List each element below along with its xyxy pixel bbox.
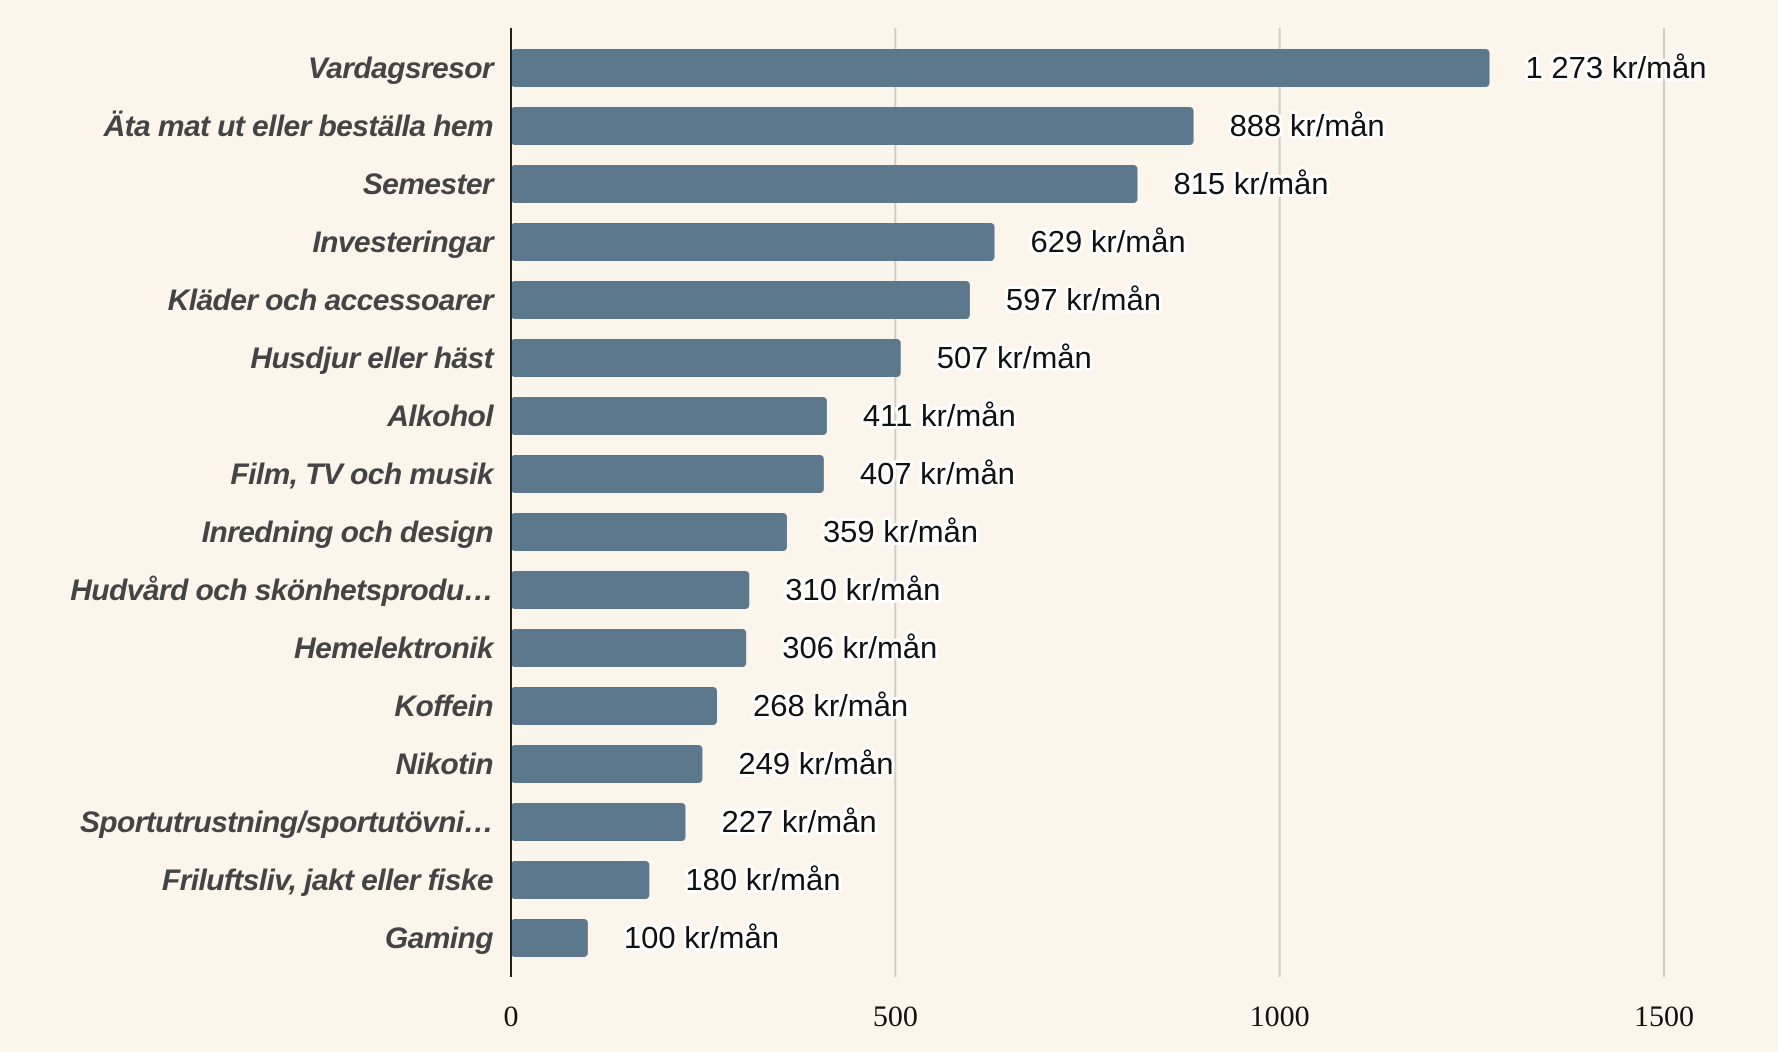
category-label: Inredning och design [202,516,494,549]
category-label: Koffein [394,690,493,723]
data-label: 268 kr/mån [753,688,908,723]
data-label: 227 kr/mån [721,804,876,839]
category-label: Kläder och accessoarer [168,284,496,317]
bar [511,397,827,435]
bar [511,861,650,899]
data-label: 815 kr/mån [1173,166,1328,201]
bar [511,571,750,609]
category-label: Gaming [385,922,493,955]
bar [511,107,1194,145]
bar [511,339,901,377]
bar [511,745,703,783]
category-label: Film, TV och musik [230,458,494,491]
data-label: 888 kr/mån [1230,108,1385,143]
bar [511,513,787,551]
category-label: Hudvård och skönhetsprodu… [70,574,493,607]
data-label: 411 kr/mån [863,398,1016,433]
data-label: 407 kr/mån [860,456,1015,491]
bar [511,687,718,725]
category-label: Hemelektronik [294,632,495,665]
data-label: 359 kr/mån [823,514,978,549]
x-tick-label: 1000 [1250,1000,1310,1033]
data-label: 507 kr/mån [937,340,1092,375]
bar [511,455,824,493]
x-tick-label: 500 [873,1000,918,1033]
category-label: Investeringar [312,226,496,259]
x-tick-label: 1500 [1634,1000,1694,1033]
bar [511,165,1138,203]
category-label: Nikotin [396,748,494,781]
data-label: 629 kr/mån [1030,224,1185,259]
category-label: Friluftsliv, jakt eller fiske [162,864,493,897]
category-label: Vardagsresor [308,52,496,85]
data-label: 306 kr/mån [782,630,937,665]
category-label: Äta mat ut eller beställa hem [103,110,493,143]
bar [511,803,686,841]
data-label: 249 kr/mån [738,746,893,781]
category-label: Sportutrustning/sportutövni… [80,806,493,839]
bar [511,223,995,261]
data-label: 597 kr/mån [1006,282,1161,317]
bar [511,49,1490,87]
data-label: 180 kr/mån [685,862,840,897]
bar [511,281,970,319]
x-tick-label: 0 [504,1000,519,1033]
category-label: Husdjur eller häst [250,342,495,375]
data-label: 100 kr/mån [624,920,779,955]
bar [511,629,747,667]
data-label: 1 273 kr/mån [1526,50,1707,85]
category-label: Semester [363,168,496,201]
data-label: 310 kr/mån [785,572,940,607]
category-label: Alkohol [386,400,494,433]
bar [511,919,588,957]
